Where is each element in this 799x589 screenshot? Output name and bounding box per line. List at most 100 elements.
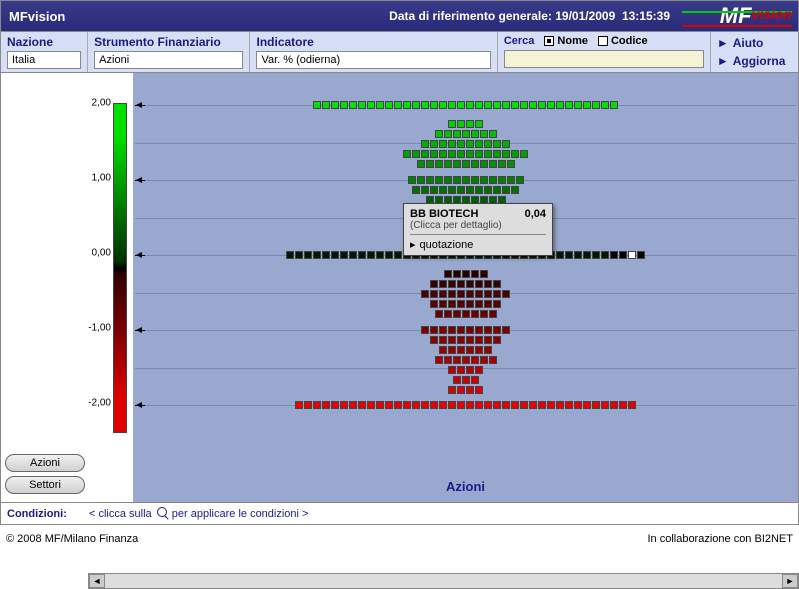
heatmap-cell[interactable]: [511, 101, 519, 109]
refresh-link[interactable]: ►Aggiorna: [717, 54, 792, 68]
heatmap-cell[interactable]: [358, 401, 366, 409]
indicator-select[interactable]: Var. % (odierna): [256, 51, 490, 69]
heatmap-cell[interactable]: [466, 150, 474, 158]
heatmap-cell[interactable]: [511, 150, 519, 158]
heatmap-cell[interactable]: [466, 326, 474, 334]
heatmap-cell[interactable]: [520, 101, 528, 109]
heatmap-cell[interactable]: [475, 386, 483, 394]
heatmap-cell[interactable]: [493, 140, 501, 148]
heatmap-cell[interactable]: [444, 270, 452, 278]
heatmap-cell[interactable]: [457, 326, 465, 334]
heatmap-cell[interactable]: [471, 130, 479, 138]
heatmap-cell[interactable]: [403, 401, 411, 409]
heatmap-cell[interactable]: [385, 251, 393, 259]
heatmap-cell[interactable]: [417, 160, 425, 168]
heatmap-cell[interactable]: [556, 101, 564, 109]
heatmap-cell[interactable]: [480, 160, 488, 168]
heatmap-cell[interactable]: [457, 290, 465, 298]
heatmap-cell[interactable]: [417, 176, 425, 184]
heatmap-cell[interactable]: [403, 150, 411, 158]
tooltip-action[interactable]: ▸quotazione: [410, 238, 546, 251]
heatmap-cell[interactable]: [394, 101, 402, 109]
heatmap-cell[interactable]: [430, 336, 438, 344]
heatmap-cell[interactable]: [466, 300, 474, 308]
heatmap-cell[interactable]: [331, 251, 339, 259]
heatmap-cell[interactable]: [453, 130, 461, 138]
heatmap-cell[interactable]: [583, 101, 591, 109]
heatmap-cell[interactable]: [628, 401, 636, 409]
heatmap-cell[interactable]: [448, 386, 456, 394]
heatmap-cell[interactable]: [547, 101, 555, 109]
heatmap-cell[interactable]: [480, 310, 488, 318]
heatmap-cell[interactable]: [471, 176, 479, 184]
heatmap-cell[interactable]: [484, 280, 492, 288]
heatmap-cell[interactable]: [313, 401, 321, 409]
heatmap-cell[interactable]: [462, 130, 470, 138]
heatmap-cell[interactable]: [448, 140, 456, 148]
heatmap-cell[interactable]: [439, 140, 447, 148]
heatmap-cell[interactable]: [466, 366, 474, 374]
heatmap-cell[interactable]: [376, 251, 384, 259]
heatmap-cell[interactable]: [475, 280, 483, 288]
heatmap-cell[interactable]: [322, 251, 330, 259]
heatmap-cell[interactable]: [484, 401, 492, 409]
heatmap-cell[interactable]: [480, 356, 488, 364]
heatmap-cell[interactable]: [412, 401, 420, 409]
heatmap-cell[interactable]: [457, 401, 465, 409]
heatmap-cell[interactable]: [475, 290, 483, 298]
heatmap-cell[interactable]: [520, 150, 528, 158]
heatmap-cell[interactable]: [489, 130, 497, 138]
heatmap-cell[interactable]: [430, 300, 438, 308]
heatmap-cell[interactable]: [484, 290, 492, 298]
heatmap-cell[interactable]: [493, 186, 501, 194]
heatmap-cell[interactable]: [448, 366, 456, 374]
heatmap-cell[interactable]: [484, 140, 492, 148]
heatmap-cell[interactable]: [448, 186, 456, 194]
heatmap-cell[interactable]: [484, 300, 492, 308]
heatmap-cell[interactable]: [471, 310, 479, 318]
heatmap-cell[interactable]: [610, 101, 618, 109]
heatmap-cell[interactable]: [565, 101, 573, 109]
heatmap-cell[interactable]: [556, 251, 564, 259]
heatmap-cell[interactable]: [367, 251, 375, 259]
heatmap-cell[interactable]: [507, 176, 515, 184]
heatmap-cell[interactable]: [489, 176, 497, 184]
heatmap-cell[interactable]: [466, 186, 474, 194]
heatmap-cell[interactable]: [592, 101, 600, 109]
heatmap-cell[interactable]: [444, 130, 452, 138]
heatmap-cell[interactable]: [489, 310, 497, 318]
heatmap-cell[interactable]: [453, 310, 461, 318]
heatmap-cell[interactable]: [511, 186, 519, 194]
heatmap-cell[interactable]: [480, 130, 488, 138]
heatmap-cell[interactable]: [462, 376, 470, 384]
heatmap-cell[interactable]: [322, 401, 330, 409]
heatmap-cell[interactable]: [376, 401, 384, 409]
heatmap-cell[interactable]: [489, 356, 497, 364]
heatmap-cell[interactable]: [385, 401, 393, 409]
heatmap-cell[interactable]: [475, 336, 483, 344]
heatmap-cell[interactable]: [583, 251, 591, 259]
heatmap-plot[interactable]: BB BIOTECH0,04 (Clicca per dettaglio) ▸q…: [133, 73, 798, 502]
heatmap-cell[interactable]: [403, 101, 411, 109]
heatmap-cell[interactable]: [286, 251, 294, 259]
heatmap-cell[interactable]: [453, 376, 461, 384]
heatmap-cell[interactable]: [538, 401, 546, 409]
heatmap-cell[interactable]: [475, 326, 483, 334]
heatmap-cell[interactable]: [484, 336, 492, 344]
heatmap-cell[interactable]: [475, 101, 483, 109]
heatmap-cell[interactable]: [529, 101, 537, 109]
heatmap-cell[interactable]: [448, 101, 456, 109]
heatmap-cell[interactable]: [340, 401, 348, 409]
heatmap-cell[interactable]: [498, 176, 506, 184]
heatmap-cell[interactable]: [444, 160, 452, 168]
heatmap-cell[interactable]: [538, 101, 546, 109]
heatmap-cell[interactable]: [421, 140, 429, 148]
heatmap-cell[interactable]: [457, 280, 465, 288]
heatmap-cell[interactable]: [394, 401, 402, 409]
heatmap-cell[interactable]: [385, 101, 393, 109]
heatmap-cell[interactable]: [349, 401, 357, 409]
heatmap-cell[interactable]: [475, 120, 483, 128]
heatmap-cell[interactable]: [376, 101, 384, 109]
heatmap-cell[interactable]: [565, 401, 573, 409]
heatmap-cell[interactable]: [574, 251, 582, 259]
